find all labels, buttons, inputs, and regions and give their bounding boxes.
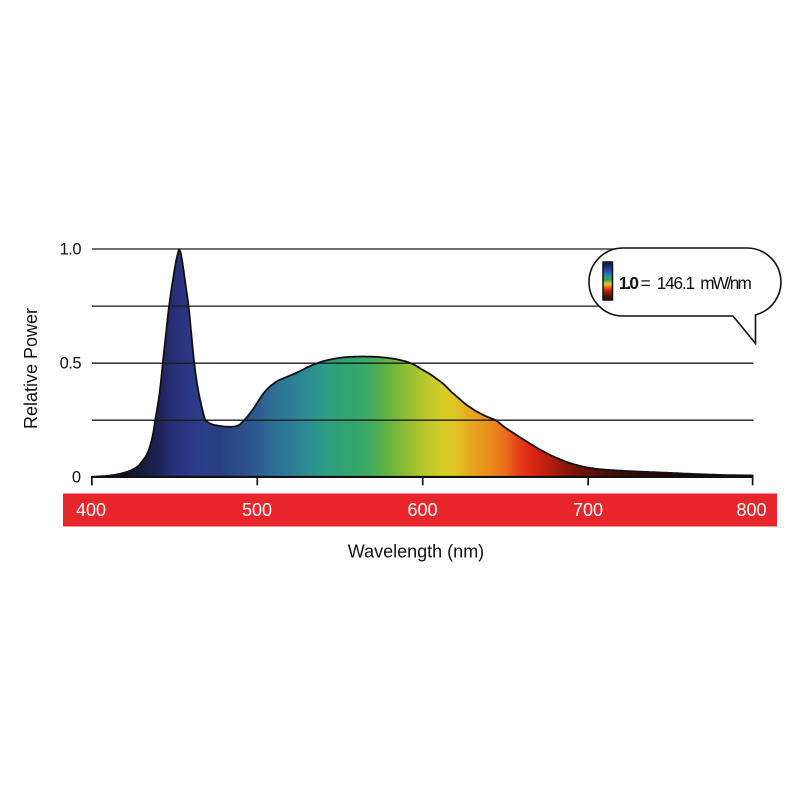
svg-text:400: 400	[76, 500, 106, 520]
svg-text:Wavelength (nm): Wavelength (nm)	[348, 542, 484, 562]
svg-text:Relative Power: Relative Power	[21, 308, 41, 429]
svg-text:600: 600	[407, 500, 437, 520]
svg-text:1.0: 1.0	[60, 241, 82, 259]
svg-text:700: 700	[573, 500, 603, 520]
svg-text:0.5: 0.5	[60, 354, 82, 372]
svg-text:800: 800	[736, 500, 766, 520]
svg-text:1.0=146.1mW/nm: 1.0 = 146.1 mW/nm	[619, 273, 752, 293]
svg-text:500: 500	[242, 500, 272, 520]
svg-text:0: 0	[72, 468, 81, 486]
